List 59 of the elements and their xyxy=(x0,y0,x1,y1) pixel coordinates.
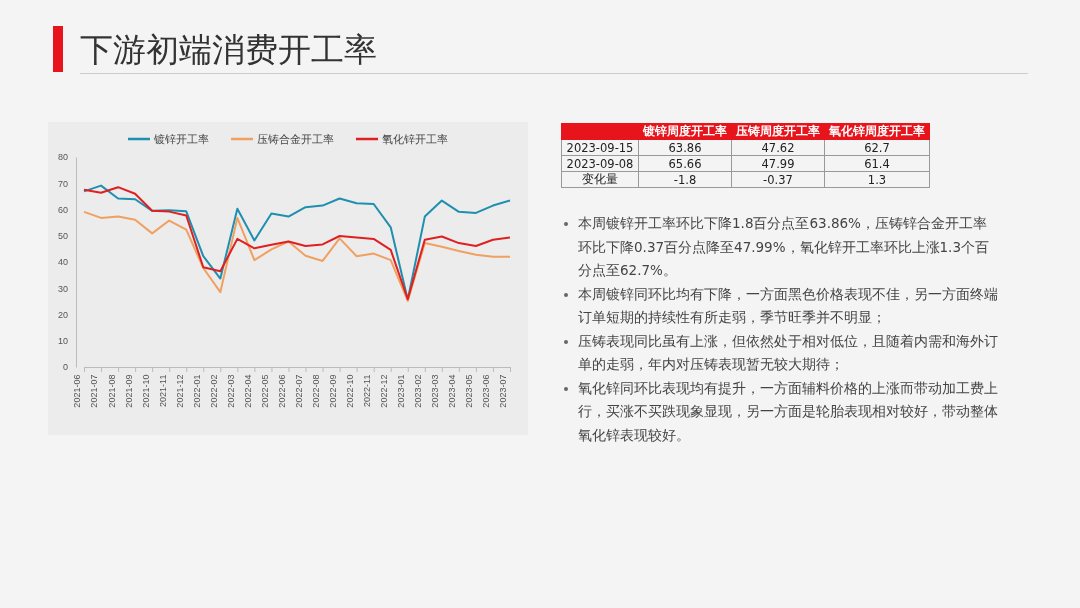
x-tick-label: 2022-05 xyxy=(259,374,270,408)
x-tick-label: 2021-08 xyxy=(106,374,117,408)
legend-label: 镀锌开工率 xyxy=(153,133,209,145)
y-tick-label: 20 xyxy=(57,309,68,320)
x-tick-label: 2023-02 xyxy=(413,374,424,408)
y-tick-label: 80 xyxy=(57,152,68,163)
x-tick-label: 2022-03 xyxy=(225,374,236,408)
text: 压铸周度开工率 xyxy=(731,123,825,140)
text: -1.8 xyxy=(638,171,732,188)
text: 氧化锌同环比表现均有提升，一方面辅料价格的上涨而带动加工费上行，买涨不买跌现象显现，另一方面是轮胎表现相对较好，带动整体氧化锌表现较好。 xyxy=(578,379,998,443)
x-tick-label: 2021-10 xyxy=(140,374,151,408)
x-tick-label: 2021-07 xyxy=(89,374,100,408)
line-series xyxy=(83,210,511,302)
text: 2023-09-08 xyxy=(561,155,639,172)
x-tick-label: 2022-09 xyxy=(328,374,339,408)
text: 本周镀锌同环比均有下降，一方面黑色价格表现不佳，另一方面终端订单短期的持续性有所走弱，季节旺季并不明显； xyxy=(578,285,998,325)
x-tick-label: 2022-12 xyxy=(379,374,390,408)
y-tick-label: 0 xyxy=(62,362,68,373)
y-tick-label: 40 xyxy=(57,257,68,268)
y-tick-label: 10 xyxy=(57,336,68,347)
y-tick-label: 60 xyxy=(57,204,68,215)
text: 65.66 xyxy=(638,155,732,172)
text: 压铸表现同比虽有上涨，但依然处于相对低位，且随着内需和海外订单的走弱，年内对压铸表现暂无较大期待； xyxy=(578,332,998,372)
text: 2023-09-15 xyxy=(561,139,639,156)
x-tick-label: 2021-11 xyxy=(157,374,168,407)
legend-label: 压铸合金开工率 xyxy=(257,133,334,145)
x-tick-label: 2022-11 xyxy=(362,374,373,407)
x-tick-label: 2022-01 xyxy=(191,374,202,408)
legend-label: 氧化锌开工率 xyxy=(382,133,448,145)
x-tick-label: 2023-07 xyxy=(498,374,509,408)
text: 62.7 xyxy=(824,139,930,156)
x-tick-label: 2023-06 xyxy=(481,374,492,408)
y-tick-label: 30 xyxy=(57,283,68,294)
text: 变化量 xyxy=(561,171,639,188)
y-tick-label: 50 xyxy=(57,231,68,242)
x-tick-label: 2022-06 xyxy=(276,374,287,408)
text: 氧化锌周度开工率 xyxy=(824,123,930,140)
text: 63.86 xyxy=(638,139,732,156)
x-tick-label: 2023-04 xyxy=(447,374,458,408)
text: 镀锌周度开工率 xyxy=(638,123,732,140)
text: 61.4 xyxy=(824,155,930,172)
x-tick-label: 2021-09 xyxy=(123,374,134,408)
x-tick-label: 2021-12 xyxy=(174,374,185,408)
x-tick-label: 2022-08 xyxy=(311,374,322,408)
x-tick-label: 2022-10 xyxy=(345,374,356,408)
text: 47.62 xyxy=(731,139,825,156)
x-tick-label: 2022-02 xyxy=(208,374,219,408)
y-tick-label: 70 xyxy=(57,178,68,189)
x-tick-label: 2022-07 xyxy=(293,374,304,408)
x-tick-label: 2022-04 xyxy=(242,374,253,408)
x-tick-label: 2023-01 xyxy=(396,374,407,408)
text: -0.37 xyxy=(731,171,825,188)
text: 本周镀锌开工率环比下降1.8百分点至63.86%，压铸锌合金开工率环比下降0.37百分点降至47.99%，氧化锌开工率环比上涨1.3个百分点至62.7%。 xyxy=(578,215,990,278)
x-tick-label: 2021-06 xyxy=(72,374,83,408)
text: 47.99 xyxy=(731,155,825,172)
text: 1.3 xyxy=(824,171,930,188)
x-tick-label: 2023-05 xyxy=(464,374,475,408)
x-tick-label: 2023-03 xyxy=(430,374,441,408)
chart-title: 下游初端消费开工率 xyxy=(80,29,377,71)
